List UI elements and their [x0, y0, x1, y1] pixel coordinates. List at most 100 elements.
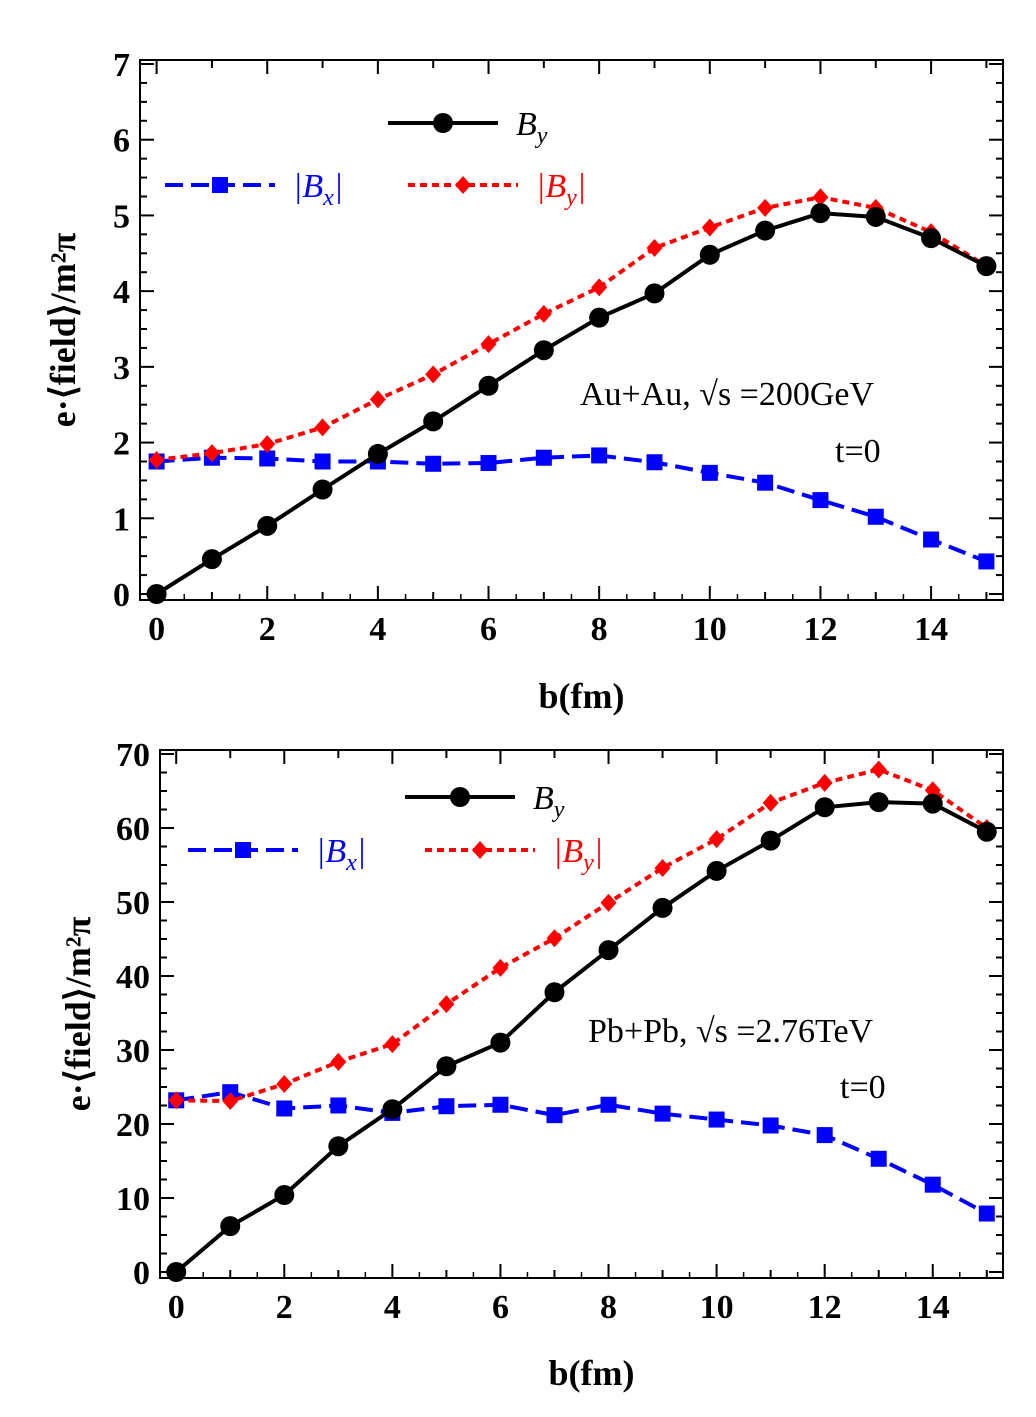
y-tick-label: 3: [113, 350, 130, 387]
data-point: [146, 584, 167, 604]
data-point: [222, 1092, 239, 1111]
series-line: [174, 800, 988, 1274]
data-point: [425, 365, 442, 384]
series-by: [146, 203, 997, 604]
legend-label: By: [516, 106, 548, 149]
series-bx-abs: [148, 447, 995, 570]
data-point: [259, 450, 276, 467]
data-point: [330, 1097, 347, 1114]
data-point: [478, 375, 499, 396]
data-point: [755, 220, 776, 241]
data-point: [591, 278, 608, 297]
data-point: [812, 492, 829, 509]
series-by: [166, 792, 997, 1282]
data-point: [544, 982, 565, 1003]
data-point: [203, 444, 220, 463]
data-point: [480, 335, 497, 354]
data-point: [978, 1205, 995, 1222]
data-point: [490, 1032, 511, 1053]
data-point: [423, 411, 444, 432]
x-tick-label: 2: [259, 611, 276, 648]
series-line: [156, 195, 988, 462]
y-tick-label: 70: [116, 737, 150, 774]
data-point: [589, 307, 610, 328]
data-point: [816, 1127, 833, 1144]
legend-label: |Bx|: [293, 168, 343, 211]
data-point: [276, 1100, 293, 1117]
data-point: [978, 553, 995, 570]
data-point: [762, 793, 779, 812]
data-point: [591, 447, 608, 464]
data-point: [867, 508, 884, 525]
data-point: [924, 1176, 941, 1193]
data-point: [535, 449, 552, 466]
data-point: [760, 830, 781, 851]
y-tick-label: 0: [113, 577, 130, 614]
data-point: [652, 897, 673, 918]
data-point: [492, 1096, 509, 1113]
y-tick-label: 2: [113, 426, 130, 463]
x-tick-label: 10: [700, 1289, 734, 1326]
time-annotation: t=0: [840, 1069, 886, 1106]
data-point: [533, 340, 554, 361]
y-tick-label: 30: [116, 1033, 150, 1070]
x-tick-label: 6: [480, 611, 497, 648]
x-axis-label: b(fm): [539, 676, 625, 716]
time-annotation: t=0: [835, 433, 881, 470]
data-point: [438, 1098, 455, 1115]
data-point: [810, 203, 831, 224]
x-tick-label: 6: [492, 1289, 509, 1326]
data-point: [382, 1099, 403, 1120]
data-point: [314, 453, 331, 470]
data-point: [923, 531, 940, 548]
data-point: [312, 479, 333, 500]
data-point: [492, 958, 509, 977]
data-point: [480, 455, 497, 472]
x-tick-label: 10: [693, 611, 727, 648]
data-point: [870, 1150, 887, 1167]
data-point: [654, 858, 671, 877]
data-point: [546, 1107, 563, 1124]
legend-label: By: [533, 780, 565, 823]
series-by-abs: [148, 188, 995, 469]
data-point: [814, 797, 835, 818]
data-point: [708, 830, 725, 849]
collision-annotation: Pb+Pb, √s =2.76TeV: [588, 1013, 874, 1050]
data-point: [546, 929, 563, 948]
data-point: [314, 418, 331, 437]
x-tick-label: 4: [369, 611, 386, 648]
data-point: [868, 792, 889, 813]
data-point: [148, 450, 165, 469]
data-point: [276, 1075, 293, 1094]
data-point: [921, 228, 942, 249]
data-point: [220, 1216, 241, 1237]
legend-marker: [433, 113, 453, 133]
collision-annotation: Au+Au, √s =200GeV: [580, 376, 874, 413]
legend-label: |Bx|: [316, 833, 366, 876]
y-tick-label: 6: [113, 123, 130, 160]
x-tick-label: 8: [591, 611, 608, 648]
data-point: [257, 515, 278, 536]
x-tick-label: 14: [916, 1289, 950, 1326]
data-point: [535, 304, 552, 323]
data-point: [328, 1136, 349, 1157]
data-point: [369, 390, 386, 409]
series-line: [155, 211, 988, 596]
series-line: [176, 767, 988, 1104]
x-tick-label: 0: [148, 611, 165, 648]
data-point: [168, 1091, 185, 1110]
data-point: [646, 454, 663, 471]
data-point: [757, 474, 774, 491]
data-point: [757, 198, 774, 217]
data-point: [816, 773, 833, 792]
x-tick-label: 0: [168, 1289, 185, 1326]
y-tick-label: 60: [116, 811, 150, 848]
data-point: [425, 455, 442, 472]
legend-marker: [472, 841, 488, 859]
y-tick-label: 10: [116, 1181, 150, 1218]
x-tick-label: 12: [803, 611, 837, 648]
data-point: [384, 1035, 401, 1054]
y-tick-label: 7: [113, 47, 130, 84]
data-point: [708, 1111, 725, 1128]
y-tick-label: 1: [113, 501, 130, 538]
